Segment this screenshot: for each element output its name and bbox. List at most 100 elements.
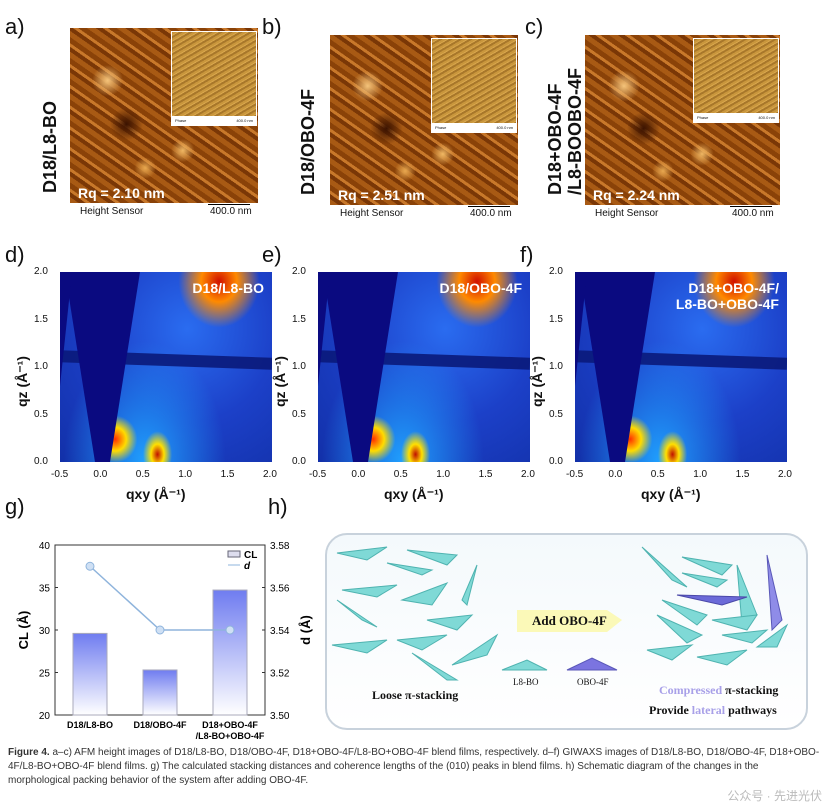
add-obo4f-arrow-label: Add OBO-4F: [532, 613, 607, 628]
x-tick: 2.0: [521, 469, 535, 480]
lateral-pathways-caption: Provide lateral pathways: [649, 703, 777, 718]
y2-axis-label: d (Å): [298, 615, 313, 645]
sample-label: D18+OBO-4F/L8-BOOBO-4F: [545, 68, 585, 195]
sample-line: D18/OBO-4F: [439, 280, 522, 296]
y-tick: 0.0: [292, 456, 306, 467]
x-axis-label: qxy (Å⁻¹): [641, 486, 701, 502]
legend-d: d: [244, 561, 251, 572]
x-tick: 0.0: [608, 469, 623, 480]
y-tick: 0.5: [34, 408, 48, 420]
x-tick: 0.0: [93, 469, 108, 480]
sample-line: L8-BO+OBO-4F: [675, 296, 779, 312]
sample-label: D18+OBO-4F/L8-BO+OBO-4F: [676, 280, 779, 312]
x-tick: 0.0: [351, 469, 366, 480]
molecule-shapes: [331, 546, 789, 681]
sample-label: D18/OBO-4F: [298, 89, 318, 195]
y2-tick: 3.56: [270, 584, 290, 595]
compressed-stacking-caption: Compressed π-stacking: [659, 683, 778, 698]
scale-bar: [208, 204, 250, 205]
inset-scale: 400.0 nm: [758, 115, 775, 120]
lateral-word: lateral: [691, 703, 726, 717]
y-tick: 2.0: [292, 266, 306, 277]
x-tick: 1.0: [693, 469, 708, 480]
y-tick: 1.5: [292, 313, 306, 325]
y-tick: 0.0: [549, 456, 563, 467]
compressed-word: Compressed: [659, 683, 723, 697]
y-tick: 25: [39, 669, 51, 680]
y-axis-label: CL (Å): [16, 611, 31, 650]
x-tick: -0.5: [309, 469, 327, 480]
figure-caption: Figure 4. a–c) AFM height images of D18/…: [8, 746, 823, 788]
scale-label: 400.0 nm: [470, 208, 512, 219]
panel-label-giwaxs: f): [520, 242, 534, 267]
giwaxs-pattern: D18+OBO-4F/L8-BO+OBO-4F: [575, 272, 787, 462]
d-point: [85, 561, 95, 571]
giwaxs-pattern: D18/L8-BO: [60, 272, 272, 462]
x-tick: 2.0: [778, 469, 792, 480]
x-tick: -0.5: [51, 469, 69, 480]
inset-label: Phase: [697, 115, 709, 120]
x-axis-label: qxy (Å⁻¹): [384, 486, 444, 502]
x-tick: 2.0: [263, 469, 277, 480]
legend-cl: CL: [244, 550, 257, 561]
panel-label-afm: a): [5, 14, 25, 39]
panel-label-giwaxs: e): [262, 242, 282, 267]
pathways-word: pathways: [725, 703, 777, 717]
d-point: [225, 625, 235, 635]
x-tick: -0.5: [566, 469, 584, 480]
missing-wedge: [580, 272, 655, 462]
roughness-value: Rq = 2.10 nm: [78, 185, 165, 201]
y2-tick: 3.54: [270, 626, 290, 637]
sample-line: D18/L8-BO: [192, 280, 264, 296]
scale-bar: [468, 206, 510, 207]
cl-bar: [72, 632, 108, 716]
y-tick: 35: [39, 584, 51, 595]
x-tick: 0.5: [650, 469, 665, 480]
height-sensor-label: Height Sensor: [80, 206, 144, 217]
height-sensor-label: Height Sensor: [595, 208, 659, 219]
x-tick-line2: /L8-BO+OBO-4F: [196, 731, 265, 740]
phase-inset-image: Phase 400.0 nm: [431, 38, 517, 133]
sample-label: D18/L8-BO: [192, 280, 264, 296]
sample-label: D18/L8-BO: [40, 101, 60, 193]
sample-line: D18+OBO-4F: [545, 83, 565, 195]
stacking-word: π-stacking: [722, 683, 779, 697]
stacking-chart: 20 25 30 35 40 3.50 3.52 3.54 3.56 3.58 D18/L8-BO D…: [16, 541, 313, 740]
inset-scale: 400.0 nm: [236, 118, 253, 123]
y-tick: 1.5: [549, 313, 563, 325]
y-tick: 1.5: [34, 313, 48, 325]
x-tick: D18+OBO-4F: [202, 720, 258, 730]
y-tick: 1.0: [34, 361, 48, 372]
cl-bar: [142, 669, 178, 716]
x-tick: 0.5: [135, 469, 150, 480]
legend-l8bo: L8-BO: [513, 677, 539, 687]
legend-cl-swatch: [227, 550, 241, 558]
x-axis-label: qxy (Å⁻¹): [126, 486, 186, 502]
d-line: [89, 565, 230, 631]
y-tick: 1.0: [292, 361, 306, 372]
y-axis-label: qz (Å⁻¹): [529, 356, 545, 407]
y2-tick: 3.52: [270, 669, 290, 680]
schematic-diagram: Add OBO-4F L8-BO OBO-4F Loose π-stacking…: [325, 533, 808, 730]
y-tick: 40: [39, 541, 51, 552]
x-tick: 0.5: [393, 469, 408, 480]
panel-label-giwaxs: d): [5, 242, 25, 267]
x-tick: 1.5: [478, 469, 493, 480]
legend-obo4f: OBO-4F: [577, 677, 609, 687]
y-tick: 0.0: [34, 456, 48, 467]
height-sensor-label: Height Sensor: [340, 208, 404, 219]
missing-wedge: [323, 272, 398, 462]
x-tick: 1.0: [436, 469, 451, 480]
x-tick: D18/OBO-4F: [133, 720, 187, 730]
phase-inset-image: Phase 400.0 nm: [171, 31, 257, 126]
giwaxs-pattern: D18/OBO-4F: [318, 272, 530, 462]
y2-tick: 3.50: [270, 711, 290, 722]
y-tick: 1.0: [549, 361, 563, 372]
y-tick: 0.5: [292, 408, 306, 420]
inset-scale: 400.0 nm: [496, 125, 513, 130]
missing-wedge: [65, 272, 140, 462]
sample-label: D18/OBO-4F: [440, 280, 522, 296]
sample-line: D18/L8-BO: [40, 100, 60, 193]
afm-height-image: Phase 400.0 nm Rq = 2.51 nm: [330, 35, 518, 205]
caption-figure-number: Figure 4.: [8, 747, 50, 758]
